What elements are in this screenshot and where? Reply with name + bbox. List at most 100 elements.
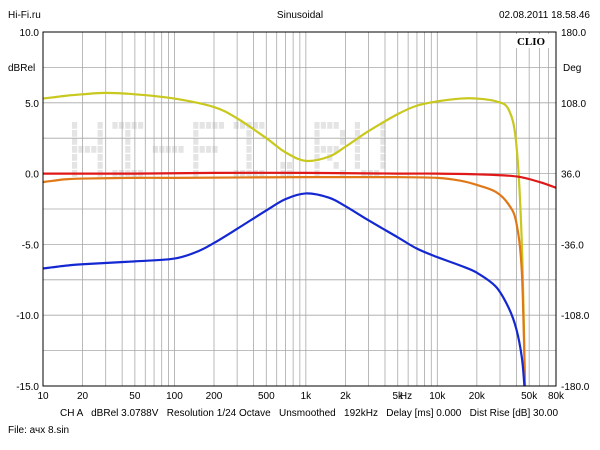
watermark-dot xyxy=(314,162,320,169)
x-tick-label: 100 xyxy=(166,391,183,402)
watermark-dot xyxy=(286,162,292,169)
watermark-dot xyxy=(333,146,339,153)
watermark-dot xyxy=(280,162,286,169)
watermark-dot xyxy=(72,146,78,153)
x-tick-label: 80k xyxy=(548,391,565,402)
watermark-dot xyxy=(118,122,124,129)
watermark-dot xyxy=(320,122,326,129)
y-right-tick-label: -36.0 xyxy=(561,240,584,251)
x-tick-label: 200 xyxy=(206,391,223,402)
x-tick-label: 1k xyxy=(301,391,313,402)
watermark-dot xyxy=(340,130,346,137)
watermark-dot xyxy=(354,138,360,145)
watermark-dot xyxy=(206,146,212,153)
watermark-dot xyxy=(131,122,137,129)
watermark-dot xyxy=(193,138,199,145)
watermark-dot xyxy=(72,122,78,129)
series-line-3 xyxy=(42,171,557,189)
header-mode: Sinusoidal xyxy=(277,10,323,21)
watermark-dot xyxy=(314,138,320,145)
watermark-dot xyxy=(259,122,265,129)
watermark-dot xyxy=(252,122,258,129)
y-right-tick-label: 180.0 xyxy=(561,28,586,39)
watermark-dot xyxy=(380,162,386,169)
watermark-dot xyxy=(125,154,131,161)
y-left-tick-label: 0.0 xyxy=(25,170,39,181)
watermark-dot xyxy=(380,154,386,161)
chart-grid xyxy=(43,32,556,386)
watermark-dot xyxy=(193,154,199,161)
y-left-tick-label: -15.0 xyxy=(16,382,39,393)
watermark-dot xyxy=(218,122,224,129)
x-tick-labels: 10 20 50 100 200 500 1k 2k 5k 10k 20k 50k 80k xyxy=(37,391,565,402)
watermark-dot xyxy=(314,146,320,153)
watermark-dot xyxy=(354,154,360,161)
watermark-dot xyxy=(314,122,320,129)
watermark-dot xyxy=(333,162,339,169)
watermark-dot xyxy=(333,122,339,129)
watermark-dot xyxy=(152,146,158,153)
x-tick-label: 20k xyxy=(469,391,486,402)
x-tick-label: 50 xyxy=(129,391,141,402)
watermark-dot xyxy=(199,146,205,153)
watermark-dot xyxy=(72,130,78,137)
watermark-dot xyxy=(72,138,78,145)
y-right-tick-label: -108.0 xyxy=(561,311,590,322)
y-left-axis-label: dBRel xyxy=(8,63,35,74)
watermark-dot xyxy=(97,138,103,145)
watermark-dot xyxy=(246,146,252,153)
watermark-dot xyxy=(78,146,84,153)
watermark-dot xyxy=(199,122,205,129)
watermark-dot xyxy=(354,122,360,129)
plot-frame xyxy=(42,31,557,387)
series-line-2 xyxy=(42,175,527,387)
watermark-dot xyxy=(125,138,131,145)
watermark-dot xyxy=(246,154,252,161)
chart-series-group xyxy=(42,91,557,387)
y-left-tick-label: 10.0 xyxy=(20,28,40,39)
watermark-dot xyxy=(380,138,386,145)
watermark-dot xyxy=(72,162,78,169)
watermark-dot xyxy=(212,122,218,129)
x-tick-label: 2k xyxy=(340,391,352,402)
watermark-dot xyxy=(340,138,346,145)
file-name-line: File: ачх 8.sin xyxy=(8,425,69,436)
watermark-dot xyxy=(327,122,333,129)
watermark-dot xyxy=(246,138,252,145)
x-tick-label: 10 xyxy=(37,391,49,402)
watermark-dot xyxy=(178,146,184,153)
watermark-dot xyxy=(354,130,360,137)
watermark-dot xyxy=(246,162,252,169)
watermark-dot xyxy=(206,122,212,129)
watermark-dot xyxy=(354,162,360,169)
watermark-dot xyxy=(112,122,118,129)
y-left-tick-label: 5.0 xyxy=(25,99,39,110)
brand-badge xyxy=(509,34,553,48)
watermark-dot xyxy=(97,146,103,153)
y-left-tick-label: -5.0 xyxy=(22,240,40,251)
watermark-dot xyxy=(314,154,320,161)
watermark-dot xyxy=(72,154,78,161)
x-axis-unit-label: Hz xyxy=(400,391,412,402)
watermark-dot xyxy=(380,130,386,137)
watermark-dot xyxy=(380,146,386,153)
watermark-dot xyxy=(380,122,386,129)
series-line-1 xyxy=(42,91,527,387)
y-right-tick-label: -180.0 xyxy=(561,382,590,393)
y-right-tick-labels: 180.0 108.0 36.0 -36.0 -108.0 -180.0 xyxy=(561,28,590,393)
watermark-dot xyxy=(233,122,239,129)
watermark-dot xyxy=(193,146,199,153)
watermark-dot xyxy=(84,146,90,153)
y-left-tick-label: -10.0 xyxy=(16,311,39,322)
header-site: Hi-Fi.ru xyxy=(8,10,41,21)
series-line-4 xyxy=(42,192,526,387)
y-left-tick-labels: 10.0 5.0 0.0 -5.0 -10.0 -15.0 xyxy=(16,28,39,393)
watermark-dot xyxy=(97,130,103,137)
watermark-dot xyxy=(212,146,218,153)
watermark-dot xyxy=(125,162,131,169)
watermark-dot xyxy=(327,146,333,153)
watermark-dot xyxy=(97,154,103,161)
watermark-dot xyxy=(246,130,252,137)
